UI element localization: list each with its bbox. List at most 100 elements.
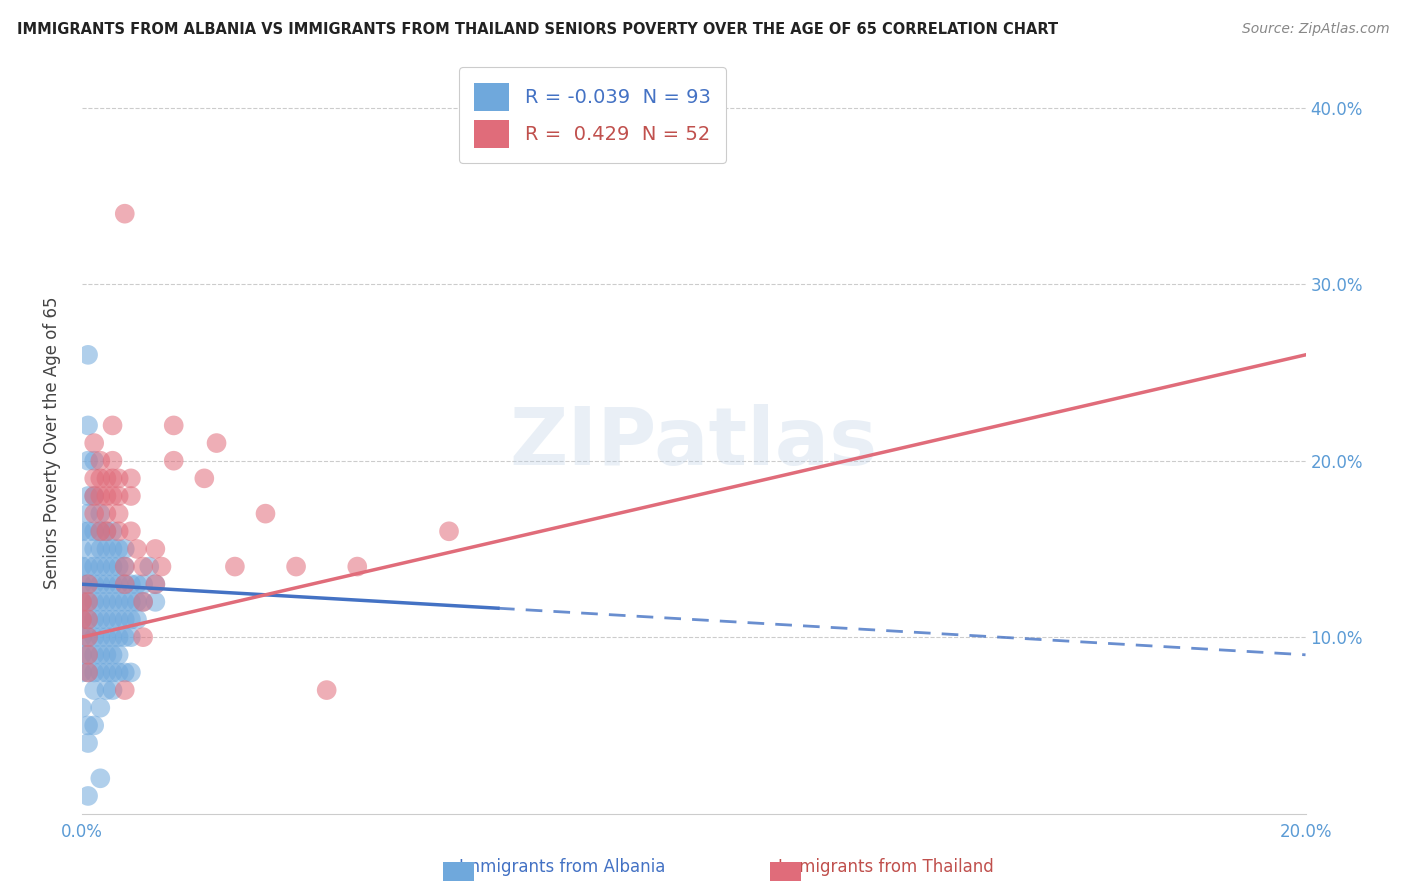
Point: [114, 683, 136, 698]
Text: ZIPatlas: ZIPatlas: [509, 404, 877, 482]
Point: [96, 595, 118, 609]
Point: [132, 595, 155, 609]
Point: [114, 630, 136, 644]
Point: [346, 559, 368, 574]
Point: [89, 559, 111, 574]
Point: [77, 348, 100, 362]
Point: [114, 559, 136, 574]
Point: [101, 453, 124, 467]
Point: [70, 665, 93, 680]
Point: [96, 613, 118, 627]
Point: [89, 630, 111, 644]
Point: [77, 577, 100, 591]
Point: [77, 613, 100, 627]
Point: [101, 613, 124, 627]
Point: [285, 559, 308, 574]
Point: [83, 630, 105, 644]
Point: [70, 648, 93, 662]
Point: [163, 418, 186, 433]
Point: [125, 577, 148, 591]
Point: [101, 648, 124, 662]
Point: [89, 700, 111, 714]
Point: [96, 577, 118, 591]
Point: [83, 665, 105, 680]
Point: [101, 541, 124, 556]
Point: [77, 595, 100, 609]
Point: [83, 577, 105, 591]
Point: [77, 789, 100, 803]
Point: [120, 613, 142, 627]
Point: [145, 541, 167, 556]
Point: [120, 577, 142, 591]
Point: [89, 772, 111, 786]
Point: [96, 630, 118, 644]
Point: [132, 630, 155, 644]
Point: [89, 471, 111, 485]
Point: [107, 665, 129, 680]
Point: [96, 683, 118, 698]
Point: [101, 559, 124, 574]
Point: [107, 489, 129, 503]
Point: [89, 453, 111, 467]
Point: [114, 665, 136, 680]
Point: [89, 648, 111, 662]
Point: [89, 577, 111, 591]
Text: Immigrants from Thailand: Immigrants from Thailand: [778, 858, 994, 876]
Point: [83, 683, 105, 698]
Point: [120, 524, 142, 539]
Point: [101, 630, 124, 644]
Point: [77, 524, 100, 539]
Point: [77, 665, 100, 680]
Point: [101, 577, 124, 591]
Point: [77, 453, 100, 467]
Point: [77, 507, 100, 521]
Point: [145, 595, 167, 609]
Point: [83, 507, 105, 521]
Point: [254, 507, 277, 521]
Point: [150, 559, 173, 574]
Point: [145, 577, 167, 591]
Point: [89, 524, 111, 539]
Point: [77, 613, 100, 627]
Point: [114, 577, 136, 591]
Point: [83, 595, 105, 609]
Point: [96, 524, 118, 539]
Text: Immigrants from Albania: Immigrants from Albania: [460, 858, 665, 876]
Point: [101, 489, 124, 503]
Point: [107, 595, 129, 609]
Point: [114, 207, 136, 221]
Point: [120, 471, 142, 485]
Point: [83, 471, 105, 485]
Point: [70, 613, 93, 627]
Point: [138, 559, 160, 574]
Point: [83, 524, 105, 539]
Point: [96, 471, 118, 485]
Point: [89, 489, 111, 503]
Point: [77, 648, 100, 662]
Point: [77, 595, 100, 609]
Point: [437, 524, 460, 539]
Point: [132, 577, 155, 591]
Point: [107, 630, 129, 644]
Point: [77, 648, 100, 662]
Point: [101, 683, 124, 698]
Point: [77, 489, 100, 503]
Point: [83, 648, 105, 662]
Point: [70, 700, 93, 714]
Point: [70, 630, 93, 644]
Point: [70, 595, 93, 609]
Point: [77, 630, 100, 644]
Point: [107, 471, 129, 485]
Point: [83, 613, 105, 627]
Point: [96, 541, 118, 556]
Point: [89, 524, 111, 539]
Point: [83, 453, 105, 467]
Point: [96, 559, 118, 574]
Point: [132, 559, 155, 574]
Point: [77, 559, 100, 574]
Point: [89, 595, 111, 609]
Point: [89, 613, 111, 627]
Text: Source: ZipAtlas.com: Source: ZipAtlas.com: [1241, 22, 1389, 37]
Point: [193, 471, 215, 485]
Point: [83, 718, 105, 732]
